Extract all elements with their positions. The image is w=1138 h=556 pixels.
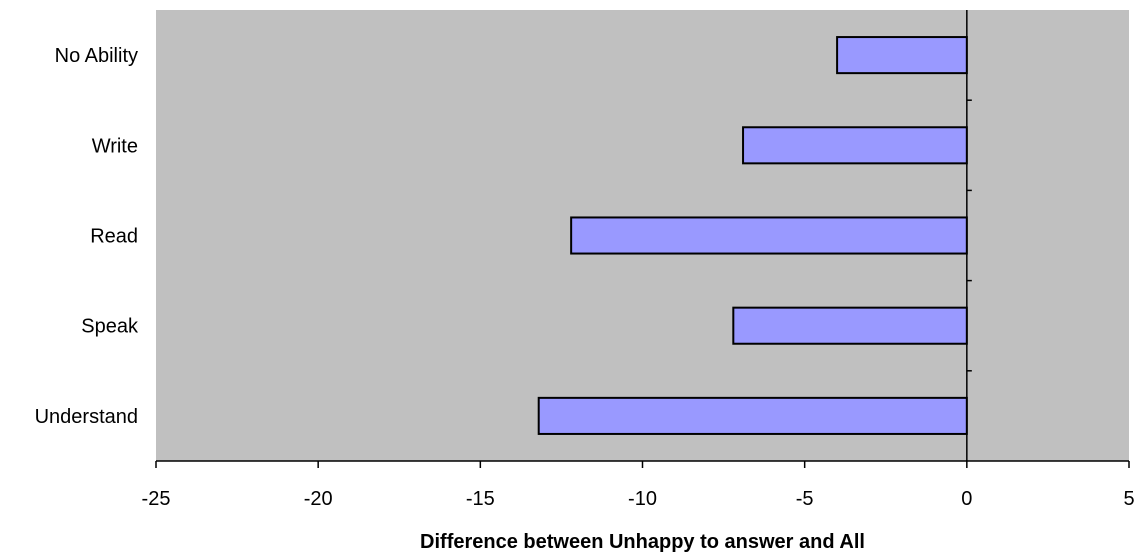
y-labels-group: No Ability Write Read Speak Understand [35,45,139,428]
bars-group [537,36,972,435]
bar-no-ability [836,36,968,75]
x-ticks-group: -25 -20 -15 -10 -5 0 5 [142,461,1135,510]
category-label: Understand [35,406,138,428]
x-tick-label: -15 [466,488,495,510]
bar-understand [537,396,968,435]
x-tick-label: 5 [1123,488,1134,510]
x-axis-title: Difference between Unhappy to answer and… [420,531,865,553]
bar-write [742,126,968,165]
x-tick-label: 0 [961,488,972,510]
x-tick-label: -10 [628,488,657,510]
category-label: Speak [81,316,139,338]
category-label: No Ability [55,45,138,67]
bar-speak [732,306,968,345]
category-label: Write [92,135,138,157]
x-tick-label: -20 [304,488,333,510]
x-tick-label: -25 [142,488,171,510]
category-label: Read [90,226,138,248]
bar-read [570,216,968,255]
x-tick-label: -5 [796,488,814,510]
